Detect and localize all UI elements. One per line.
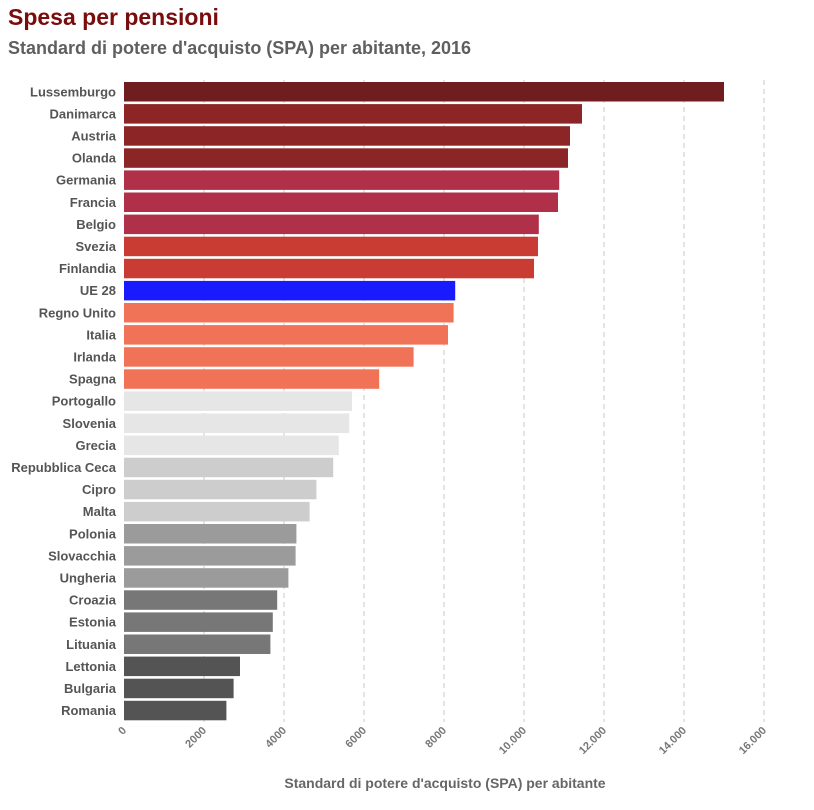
bar-olanda xyxy=(124,148,568,168)
bar-croazia xyxy=(124,590,278,610)
bar-lettonia xyxy=(124,656,240,677)
category-label-bulgaria: Bulgaria xyxy=(64,681,117,696)
bar-polonia xyxy=(124,524,297,544)
category-label-belgio: Belgio xyxy=(76,217,116,232)
category-label-svezia: Svezia xyxy=(76,239,117,254)
category-label-polonia: Polonia xyxy=(69,526,117,541)
bars xyxy=(124,82,724,721)
category-label-malta: Malta xyxy=(83,504,117,519)
category-label-spagna: Spagna xyxy=(69,372,117,387)
bar-danimarca xyxy=(124,104,582,124)
category-label-lituania: Lituania xyxy=(66,637,117,652)
category-label-cipro: Cipro xyxy=(82,482,116,497)
chart-subtitle: Standard di potere d'acquisto (SPA) per … xyxy=(8,38,472,58)
category-label-finlandia: Finlandia xyxy=(59,261,117,276)
bar-belgio xyxy=(124,214,539,235)
category-label-repubblica-ceca: Repubblica Ceca xyxy=(11,460,117,475)
bar-austria xyxy=(124,126,570,146)
bar-estonia xyxy=(124,612,273,632)
bar-ungheria xyxy=(124,568,289,588)
category-label-croazia: Croazia xyxy=(69,593,117,608)
bar-cipro xyxy=(124,479,317,500)
bar-repubblica-ceca xyxy=(124,457,334,478)
bar-irlanda xyxy=(124,347,414,367)
bar-grecia xyxy=(124,435,339,456)
x-tick-label: 6000 xyxy=(343,725,369,751)
x-tick-label: 8000 xyxy=(423,725,449,751)
x-tick-label: 12.000 xyxy=(577,725,609,757)
chart-title: Spesa per pensioni xyxy=(8,4,219,30)
bar-italia xyxy=(124,325,448,345)
bar-regno-unito xyxy=(124,303,454,323)
bar-finlandia xyxy=(124,258,534,279)
bar-bulgaria xyxy=(124,678,234,699)
category-label-lussemburgo: Lussemburgo xyxy=(30,84,116,99)
category-label-ue-28: UE 28 xyxy=(80,283,116,298)
category-label-estonia: Estonia xyxy=(69,615,117,630)
bar-romania xyxy=(124,700,227,721)
category-label-portogallo: Portogallo xyxy=(52,394,116,409)
category-label-regno-unito: Regno Unito xyxy=(39,305,116,320)
category-label-austria: Austria xyxy=(71,128,117,143)
category-label-germania: Germania xyxy=(56,173,117,188)
x-tick-labels: 0 2000 4000 6000 8000 10.000 12.000 14.000 16.00… xyxy=(116,725,769,757)
category-label-slovenia: Slovenia xyxy=(63,416,117,431)
x-tick-label: 0 xyxy=(116,725,129,738)
x-tick-label: 4000 xyxy=(263,725,289,751)
category-label-olanda: Olanda xyxy=(72,151,117,166)
bar-slovacchia xyxy=(124,546,296,566)
category-label-romania: Romania xyxy=(61,703,117,718)
category-label-ungheria: Ungheria xyxy=(60,570,117,585)
category-label-lettonia: Lettonia xyxy=(65,659,116,674)
bar-spagna xyxy=(124,369,380,389)
bar-ue-28 xyxy=(124,280,456,301)
x-axis-title: Standard di potere d'acquisto (SPA) per … xyxy=(284,775,606,791)
bar-germania xyxy=(124,170,560,190)
bar-slovenia xyxy=(124,413,350,433)
category-label-grecia: Grecia xyxy=(76,438,117,453)
bar-malta xyxy=(124,501,310,522)
bar-svezia xyxy=(124,236,538,257)
category-label-irlanda: Irlanda xyxy=(73,349,116,364)
bar-lussemburgo xyxy=(124,82,724,102)
bar-portogallo xyxy=(124,391,352,411)
bar-lituania xyxy=(124,634,271,654)
x-tick-label: 10.000 xyxy=(497,725,529,757)
category-label-italia: Italia xyxy=(86,327,116,342)
x-tick-label: 14.000 xyxy=(657,725,689,757)
bar-francia xyxy=(124,192,558,212)
category-label-danimarca: Danimarca xyxy=(50,106,117,121)
x-tick-label: 2000 xyxy=(183,725,209,751)
category-label-francia: Francia xyxy=(70,195,117,210)
category-labels: Lussemburgo Danimarca Austria Olanda Germani… xyxy=(11,84,117,718)
category-label-slovacchia: Slovacchia xyxy=(48,548,117,563)
x-tick-label: 16.000 xyxy=(737,725,769,757)
